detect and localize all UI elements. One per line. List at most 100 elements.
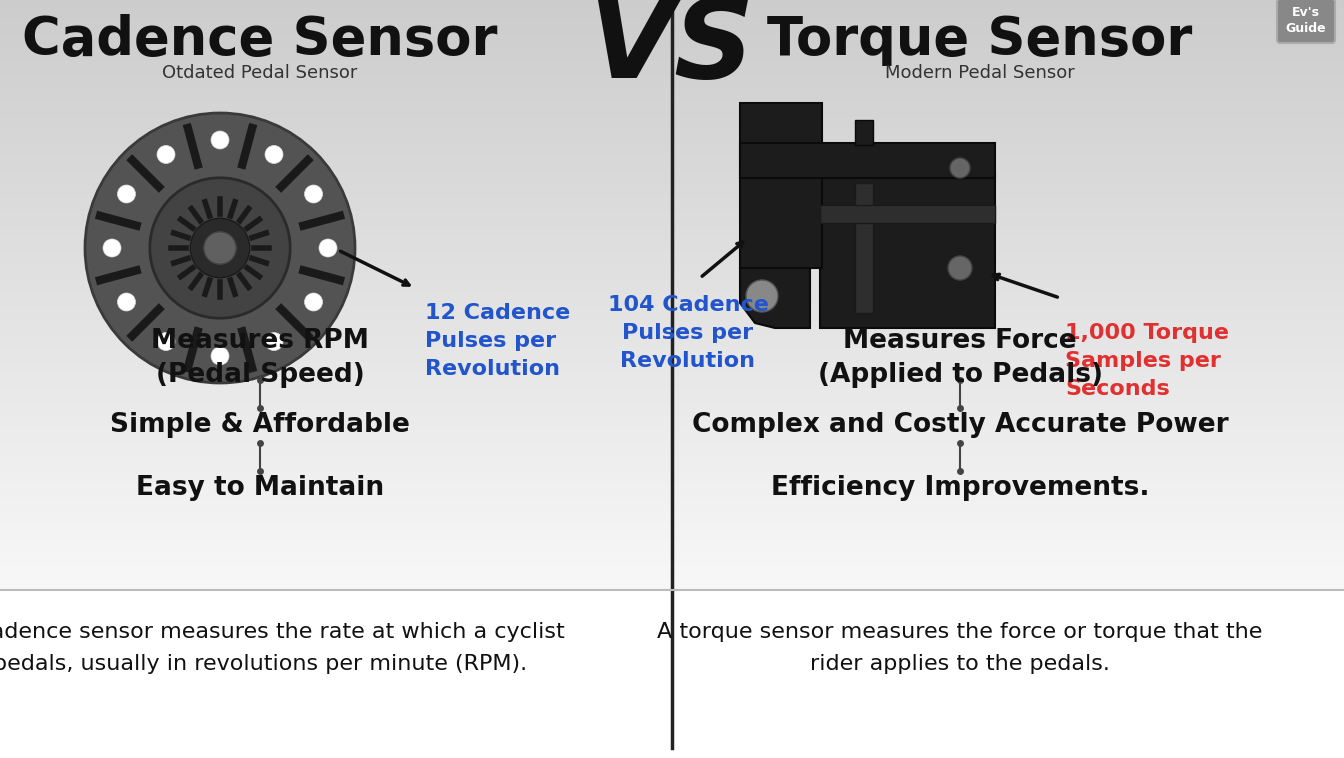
Text: VS: VS — [589, 0, 755, 102]
Bar — [0, 73, 1344, 78]
Bar — [0, 199, 1344, 205]
Bar — [0, 350, 1344, 355]
Bar — [0, 527, 1344, 532]
Bar — [0, 105, 1344, 110]
Bar — [0, 282, 1344, 287]
Bar — [0, 26, 1344, 30]
Bar — [0, 277, 1344, 281]
Bar — [0, 341, 1344, 346]
Bar — [0, 152, 1344, 158]
Bar — [0, 509, 1344, 514]
Bar — [0, 400, 1344, 405]
Bar — [0, 135, 1344, 139]
Text: 1,000 Torque
Samples per
Seconds: 1,000 Torque Samples per Seconds — [1064, 323, 1228, 399]
Bar — [0, 424, 1344, 429]
Bar — [0, 226, 1344, 231]
Bar — [0, 120, 1344, 125]
Bar — [0, 335, 1344, 340]
Bar — [0, 0, 1344, 4]
Bar — [0, 586, 1344, 591]
Circle shape — [149, 178, 290, 318]
Bar — [0, 497, 1344, 503]
Bar — [741, 103, 823, 268]
Bar — [0, 31, 1344, 36]
Circle shape — [948, 256, 972, 280]
Bar — [0, 522, 1344, 526]
Bar — [0, 303, 1344, 308]
Bar — [0, 450, 1344, 456]
Bar — [0, 211, 1344, 216]
Bar — [0, 362, 1344, 367]
Bar — [0, 291, 1344, 296]
Bar — [0, 568, 1344, 573]
Bar — [0, 170, 1344, 175]
Bar — [0, 5, 1344, 10]
Bar — [0, 238, 1344, 243]
Bar — [0, 49, 1344, 54]
Bar — [0, 146, 1344, 152]
Text: A torque sensor measures the force or torque that the
rider applies to the pedal: A torque sensor measures the force or to… — [657, 622, 1262, 674]
Circle shape — [305, 293, 323, 311]
Bar — [0, 430, 1344, 434]
Bar — [0, 117, 1344, 122]
Bar — [855, 120, 874, 145]
Bar — [0, 55, 1344, 60]
Circle shape — [305, 185, 323, 203]
Bar — [0, 108, 1344, 113]
Text: Measures RPM
(Pedal Speed): Measures RPM (Pedal Speed) — [151, 328, 370, 387]
Bar — [0, 14, 1344, 19]
Circle shape — [117, 293, 136, 311]
Bar — [0, 268, 1344, 272]
Bar — [0, 539, 1344, 543]
Bar — [0, 191, 1344, 196]
Bar — [0, 492, 1344, 496]
Bar — [0, 575, 1344, 579]
Bar — [0, 215, 1344, 219]
Text: Ev's
Guide: Ev's Guide — [1286, 7, 1327, 36]
Bar — [0, 188, 1344, 193]
Text: A cadence sensor measures the rate at which a cyclist
pedals, usually in revolut: A cadence sensor measures the rate at wh… — [0, 622, 564, 674]
Bar — [0, 221, 1344, 225]
Bar — [0, 386, 1344, 390]
Bar — [0, 503, 1344, 509]
Bar — [0, 229, 1344, 234]
Bar — [0, 590, 1344, 758]
Bar — [0, 208, 1344, 214]
Bar — [0, 87, 1344, 92]
Bar — [0, 61, 1344, 66]
Bar — [0, 572, 1344, 576]
Bar — [0, 444, 1344, 449]
Bar — [0, 441, 1344, 446]
Bar — [0, 583, 1344, 588]
Bar — [0, 300, 1344, 305]
Bar — [0, 495, 1344, 500]
Bar — [0, 315, 1344, 320]
Bar — [0, 433, 1344, 437]
Bar — [0, 96, 1344, 102]
Bar — [0, 196, 1344, 202]
Bar — [0, 344, 1344, 349]
Bar — [0, 82, 1344, 86]
Bar — [0, 265, 1344, 269]
Bar — [0, 40, 1344, 45]
Bar — [0, 397, 1344, 402]
Bar — [0, 332, 1344, 337]
Circle shape — [191, 218, 250, 277]
Bar — [741, 143, 995, 178]
FancyBboxPatch shape — [1277, 0, 1335, 43]
Circle shape — [211, 347, 228, 365]
Bar — [0, 123, 1344, 128]
Bar — [0, 556, 1344, 562]
Bar — [0, 371, 1344, 376]
Bar — [0, 562, 1344, 568]
Bar — [0, 173, 1344, 178]
Bar — [0, 274, 1344, 278]
Bar — [0, 37, 1344, 42]
Bar — [0, 356, 1344, 361]
Bar — [0, 321, 1344, 325]
Bar — [0, 312, 1344, 317]
Bar — [0, 559, 1344, 565]
Bar — [0, 29, 1344, 33]
Circle shape — [950, 158, 970, 178]
Bar — [0, 218, 1344, 222]
